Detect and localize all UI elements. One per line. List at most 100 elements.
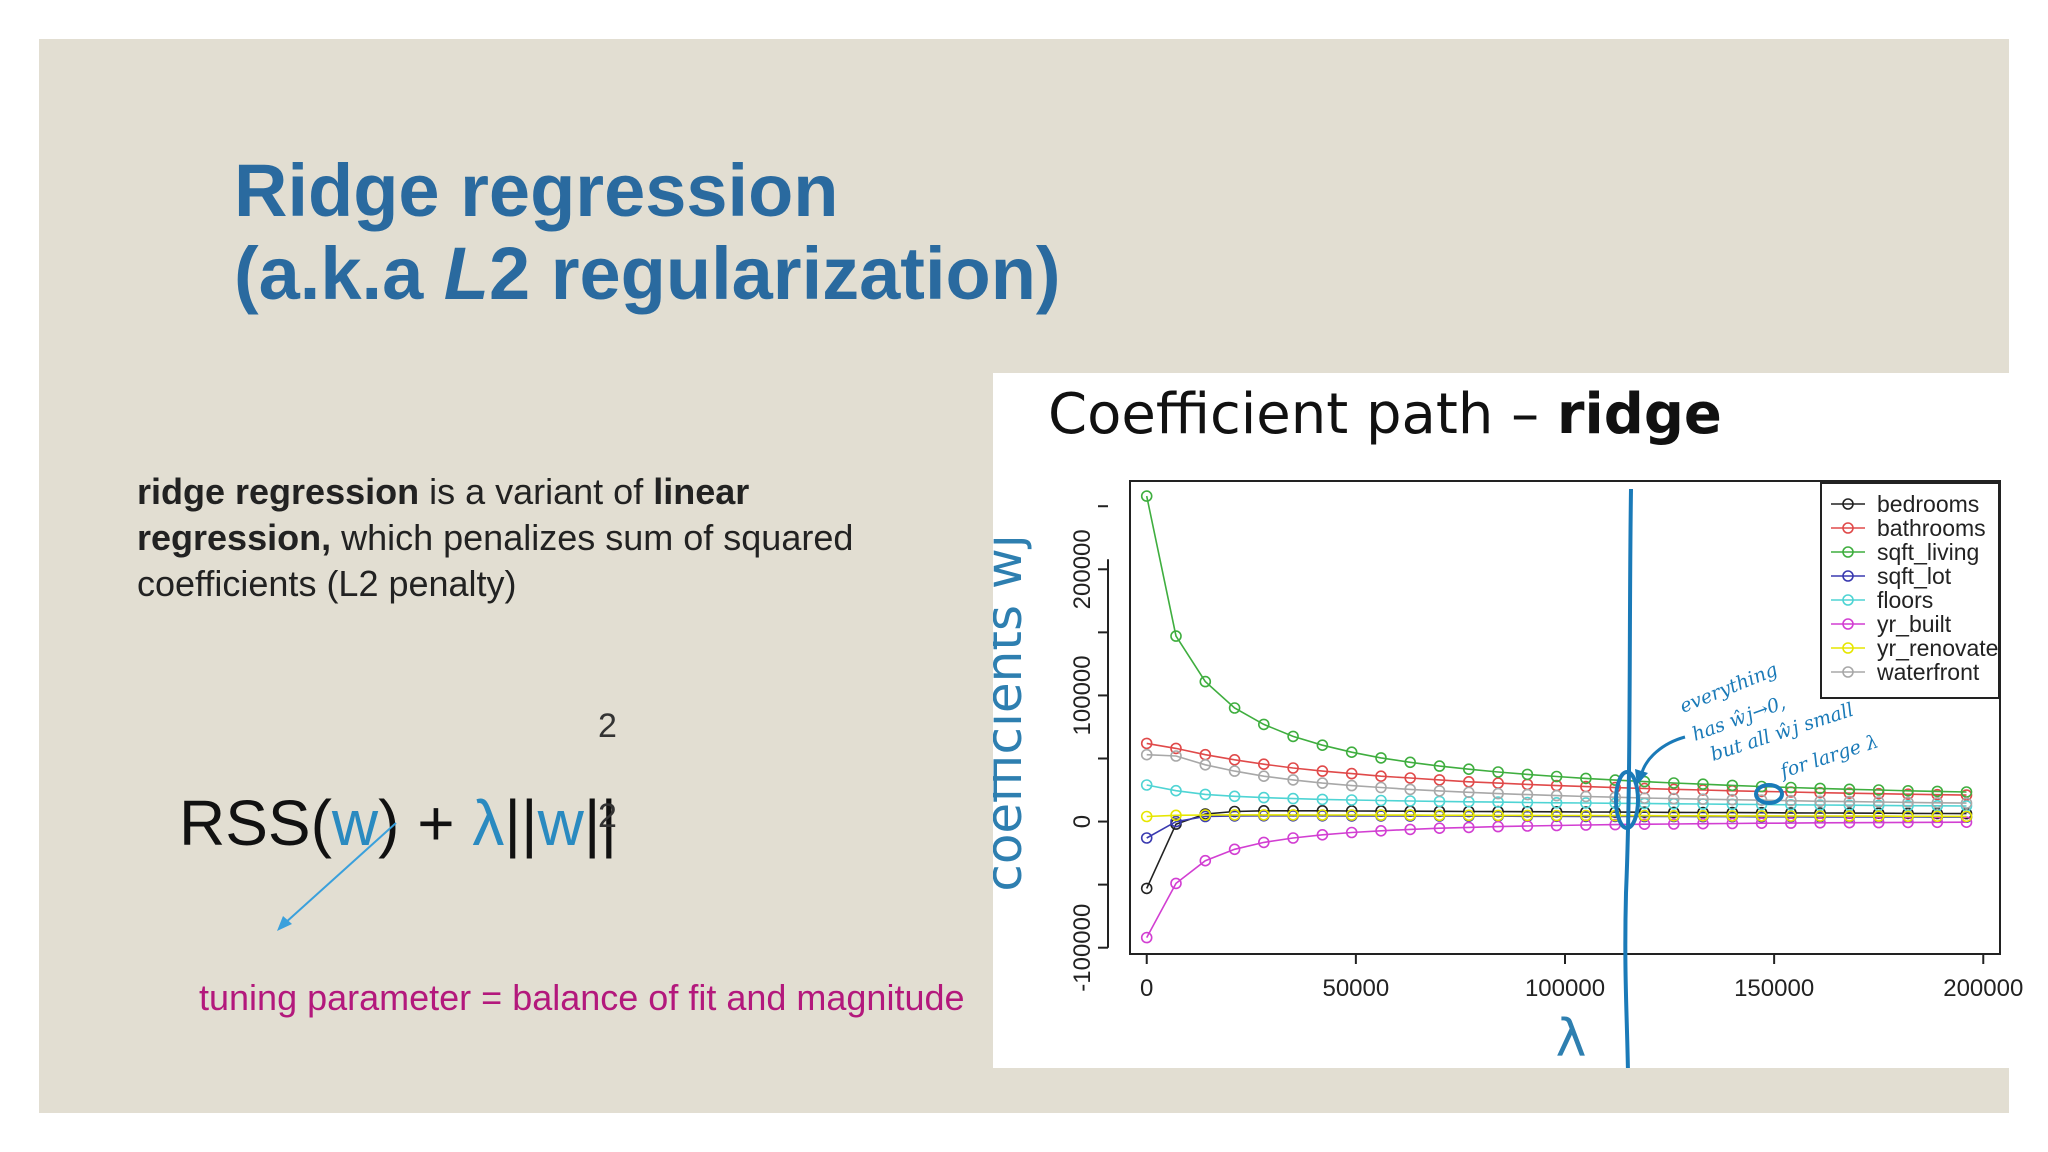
data-point: [1316, 777, 1329, 789]
coefficient-path-chart: Coefficient path – ridge 0 50000 100000 150…: [993, 373, 2023, 1068]
data-point: [1140, 748, 1153, 761]
chart-svg: Coefficient path – ridge 0 50000 100000 150…: [993, 382, 2023, 1068]
data-point: [1140, 810, 1153, 823]
data-point: [1375, 809, 1387, 821]
data-point: [1140, 779, 1153, 791]
data-point: [1140, 832, 1153, 844]
data-point: [1697, 817, 1709, 830]
data-point: [1316, 765, 1329, 777]
data-point: [1726, 806, 1739, 819]
ridge-formula: RSS(w) + λ||w||: [179, 791, 617, 855]
x-tick-label: 50000: [1322, 975, 1389, 1002]
chart-title-regular: Coefficient path –: [1048, 382, 1557, 447]
data-point: [1960, 810, 1973, 823]
data-point: [1931, 785, 1944, 798]
data-point: [1697, 793, 1709, 806]
data-point: [1257, 718, 1270, 731]
data-point: [1550, 809, 1563, 822]
data-point: [1580, 797, 1592, 809]
data-point: [1521, 788, 1534, 801]
data-point: [1170, 742, 1182, 755]
data-point: [1843, 810, 1856, 822]
data-point: [1170, 877, 1182, 890]
chart-title: Coefficient path – ridge: [1048, 382, 1722, 447]
data-point: [1492, 766, 1504, 778]
formula-rss: RSS(: [179, 787, 332, 859]
formula-w-norm: w: [537, 787, 584, 859]
data-point: [1345, 826, 1358, 839]
data-point: [1931, 816, 1944, 829]
data-point: [1140, 490, 1153, 502]
data-point: [1726, 779, 1739, 792]
x-tick-label: 200000: [1943, 975, 2023, 1002]
data-point: [1580, 809, 1592, 822]
data-point: [1170, 809, 1182, 822]
data-point: [1580, 772, 1592, 785]
data-point: [1814, 795, 1826, 808]
data-point: [1404, 823, 1417, 836]
x-tick-label: 0: [1140, 975, 1153, 1002]
y-axis-label: coefficients ŵj: [993, 534, 1033, 891]
data-point: [1287, 832, 1299, 844]
data-point: [1580, 790, 1592, 803]
data-point: [1228, 765, 1241, 777]
data-point: [1872, 787, 1885, 800]
data-point: [1228, 790, 1241, 803]
data-point: [1755, 817, 1768, 830]
data-point: [1785, 798, 1797, 811]
data-point: [1726, 817, 1739, 830]
subtitle-post: 2 regularization): [489, 232, 1061, 315]
x-tick-label: 150000: [1734, 975, 1814, 1002]
data-point: [1462, 809, 1475, 822]
data-point: [1902, 788, 1914, 801]
series-line: [1146, 753, 1967, 804]
data-point: [1785, 810, 1797, 822]
data-point: [1228, 809, 1241, 821]
data-point: [1287, 774, 1299, 786]
desc-text-1: is a variant of: [419, 471, 654, 512]
data-point: [1550, 789, 1563, 802]
data-point: [1521, 809, 1534, 822]
data-point: [1872, 796, 1885, 808]
data-point: [1140, 931, 1153, 944]
data-point: [1492, 787, 1504, 800]
data-point: [1843, 795, 1856, 808]
data-point: [1960, 816, 1973, 829]
series-sqft-living: [1140, 490, 1973, 798]
data-point: [1843, 787, 1856, 800]
data-point: [1931, 788, 1944, 801]
data-point: [1492, 820, 1504, 833]
data-point: [1257, 836, 1270, 849]
data-point: [1843, 783, 1856, 796]
legend-label: floors: [1877, 587, 1933, 613]
data-point: [1960, 786, 1973, 798]
y-tick-label: -100000: [1069, 904, 1096, 992]
data-point: [1140, 737, 1153, 750]
legend-marker: [1842, 642, 1854, 654]
data-point: [1667, 818, 1680, 830]
data-point: [1228, 702, 1241, 714]
data-point: [1287, 762, 1299, 774]
data-point: [1404, 772, 1417, 784]
series-line: [1145, 495, 1967, 793]
y-tick-label: 100000: [1069, 655, 1096, 735]
data-point: [1902, 816, 1914, 829]
data-point: [1375, 824, 1387, 837]
legend-box: [1820, 482, 2000, 699]
data-point: [1843, 799, 1856, 812]
data-point: [1404, 783, 1417, 796]
data-point: [1462, 786, 1475, 799]
legend-label: sqft_living: [1877, 539, 1979, 565]
desc-text-2: which penalizes sum of squared coefficie…: [137, 517, 854, 604]
data-point: [1667, 792, 1680, 805]
note-arrowhead: [1635, 769, 1648, 785]
small-coef-ellipse: [1754, 783, 1784, 805]
data-point: [1726, 793, 1739, 806]
legend-label: yr_built: [1877, 611, 1952, 637]
data-point: [1170, 784, 1182, 797]
data-point: [1433, 760, 1446, 772]
data-point: [1785, 817, 1797, 829]
slide-subtitle: (a.k.a L2 regularization): [234, 237, 1061, 311]
data-point: [1375, 752, 1387, 764]
data-point: [1316, 793, 1329, 806]
